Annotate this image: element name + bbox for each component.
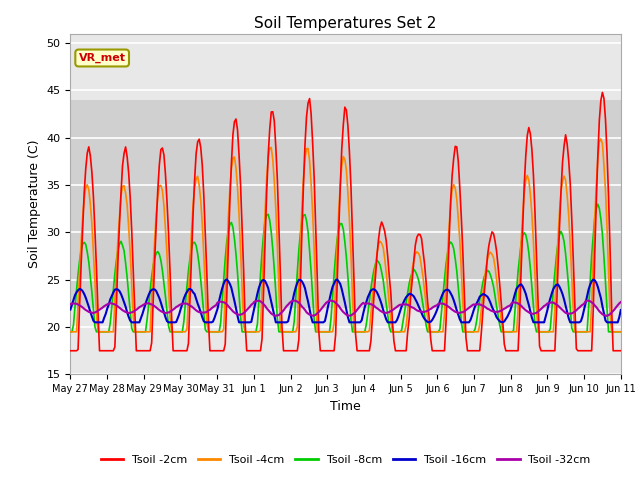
- Y-axis label: Soil Temperature (C): Soil Temperature (C): [28, 140, 41, 268]
- Legend: Tsoil -2cm, Tsoil -4cm, Tsoil -8cm, Tsoil -16cm, Tsoil -32cm: Tsoil -2cm, Tsoil -4cm, Tsoil -8cm, Tsoi…: [96, 451, 595, 469]
- Bar: [70, 100, 621, 308]
- Text: VR_met: VR_met: [79, 53, 125, 63]
- X-axis label: Time: Time: [330, 400, 361, 413]
- Title: Soil Temperatures Set 2: Soil Temperatures Set 2: [255, 16, 436, 31]
